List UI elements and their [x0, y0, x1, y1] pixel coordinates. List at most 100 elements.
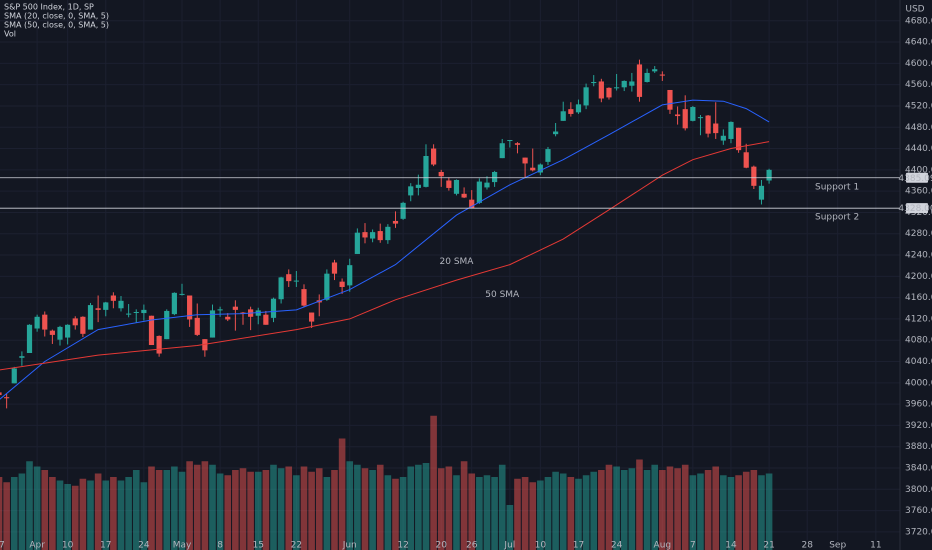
y-tick-label: 4240.00	[905, 251, 932, 261]
volume-bar	[285, 466, 293, 550]
x-tick-label: 24	[138, 541, 150, 550]
sma-line	[0, 99, 770, 400]
volume-bar	[765, 473, 773, 550]
volume-bar	[727, 477, 735, 550]
y-tick-label: 4080.00	[905, 336, 932, 346]
candle-body	[301, 289, 307, 306]
candle-body	[362, 232, 368, 238]
volume-bar	[94, 473, 102, 550]
volume-bar	[354, 464, 361, 550]
candle-body	[4, 397, 10, 399]
volume-bar	[697, 473, 704, 550]
candle-body	[377, 231, 383, 241]
x-tick-label: Aug	[654, 541, 672, 550]
volume-bar	[125, 477, 132, 550]
volume-bar	[681, 464, 689, 550]
volume-bar	[598, 470, 605, 550]
y-tick-label: 4120.00	[905, 314, 932, 324]
candle-body	[484, 182, 490, 188]
volume-bar	[163, 470, 171, 550]
candle-body	[446, 180, 452, 188]
volume-bar	[277, 468, 285, 550]
volume-bar	[407, 466, 415, 550]
volume-bar	[239, 468, 247, 550]
y-tick-label: 3840.00	[905, 464, 932, 474]
volume-bar	[331, 470, 338, 550]
x-tick-label: 10	[535, 541, 547, 550]
volume-bar	[132, 470, 140, 550]
candle-body	[209, 310, 216, 338]
volume-bar	[521, 477, 529, 550]
candle-body	[682, 109, 688, 129]
x-tick-label: Jul	[503, 541, 515, 550]
candle-body	[339, 281, 345, 287]
candle-body	[347, 265, 353, 286]
volume-bar	[643, 470, 651, 550]
volume-bar	[483, 475, 491, 550]
volume-bar	[49, 477, 56, 550]
candle-body	[636, 64, 643, 97]
volume-bar	[399, 477, 407, 550]
candle-body	[95, 308, 101, 310]
x-tick-label: 14	[725, 541, 737, 550]
volume-bar	[422, 463, 430, 550]
volume-bar	[742, 471, 750, 550]
y-tick-label: 3920.00	[905, 421, 932, 431]
volume-bar	[323, 477, 331, 550]
volume-bar	[247, 471, 254, 550]
volume-bar	[338, 438, 346, 550]
candle-body	[385, 226, 391, 241]
candle-body	[370, 232, 376, 239]
volume-bar	[476, 477, 483, 550]
candle-body	[263, 314, 269, 325]
y-tick-label: 4440.00	[905, 144, 932, 154]
candle-body	[697, 117, 704, 119]
y-tick-label: 4200.00	[905, 272, 932, 282]
y-tick-label: 4680.00	[905, 16, 932, 26]
volume-bar	[26, 461, 33, 550]
volume	[0, 415, 773, 550]
x-tick-label: 11	[870, 541, 881, 550]
volume-bar	[384, 475, 392, 550]
price-axis	[900, 0, 932, 550]
volume-bar	[193, 464, 201, 550]
price-tag-label: 4328.00	[898, 204, 932, 214]
candle-body	[598, 81, 604, 99]
x-tick-label: 10	[62, 541, 74, 550]
volume-bar	[369, 470, 376, 550]
candle-body	[57, 326, 63, 340]
x-tick-label: 17	[100, 541, 111, 550]
candle-body	[644, 72, 650, 82]
chart-title: S&P 500 Index, 1D, SP	[4, 3, 94, 12]
y-tick-label: 4160.00	[905, 293, 932, 303]
candle-body	[187, 295, 193, 320]
candle-body	[545, 149, 551, 162]
candle-body	[461, 193, 467, 198]
candle-body	[613, 87, 620, 89]
volume-bar	[636, 459, 643, 550]
price-tag	[906, 172, 928, 183]
volume-bar	[308, 471, 315, 550]
candle-body	[126, 313, 132, 315]
volume-bar	[689, 475, 697, 550]
candle-body	[42, 314, 48, 330]
candle-body	[568, 109, 574, 114]
candle-body	[606, 87, 612, 98]
candle-body	[476, 181, 482, 203]
candle-body	[309, 312, 315, 322]
candle-body	[324, 273, 330, 300]
candle-body	[766, 169, 772, 181]
volume-bar	[567, 477, 575, 550]
candle-body	[255, 310, 261, 316]
candle-body	[507, 140, 513, 142]
candle-body	[530, 167, 536, 171]
candle-body	[65, 324, 71, 338]
candle-body	[80, 316, 86, 334]
candle-body	[179, 293, 185, 295]
volume-bar	[87, 480, 94, 550]
candle-body	[713, 123, 719, 134]
candle-body	[621, 80, 627, 88]
volume-bar	[315, 468, 323, 550]
